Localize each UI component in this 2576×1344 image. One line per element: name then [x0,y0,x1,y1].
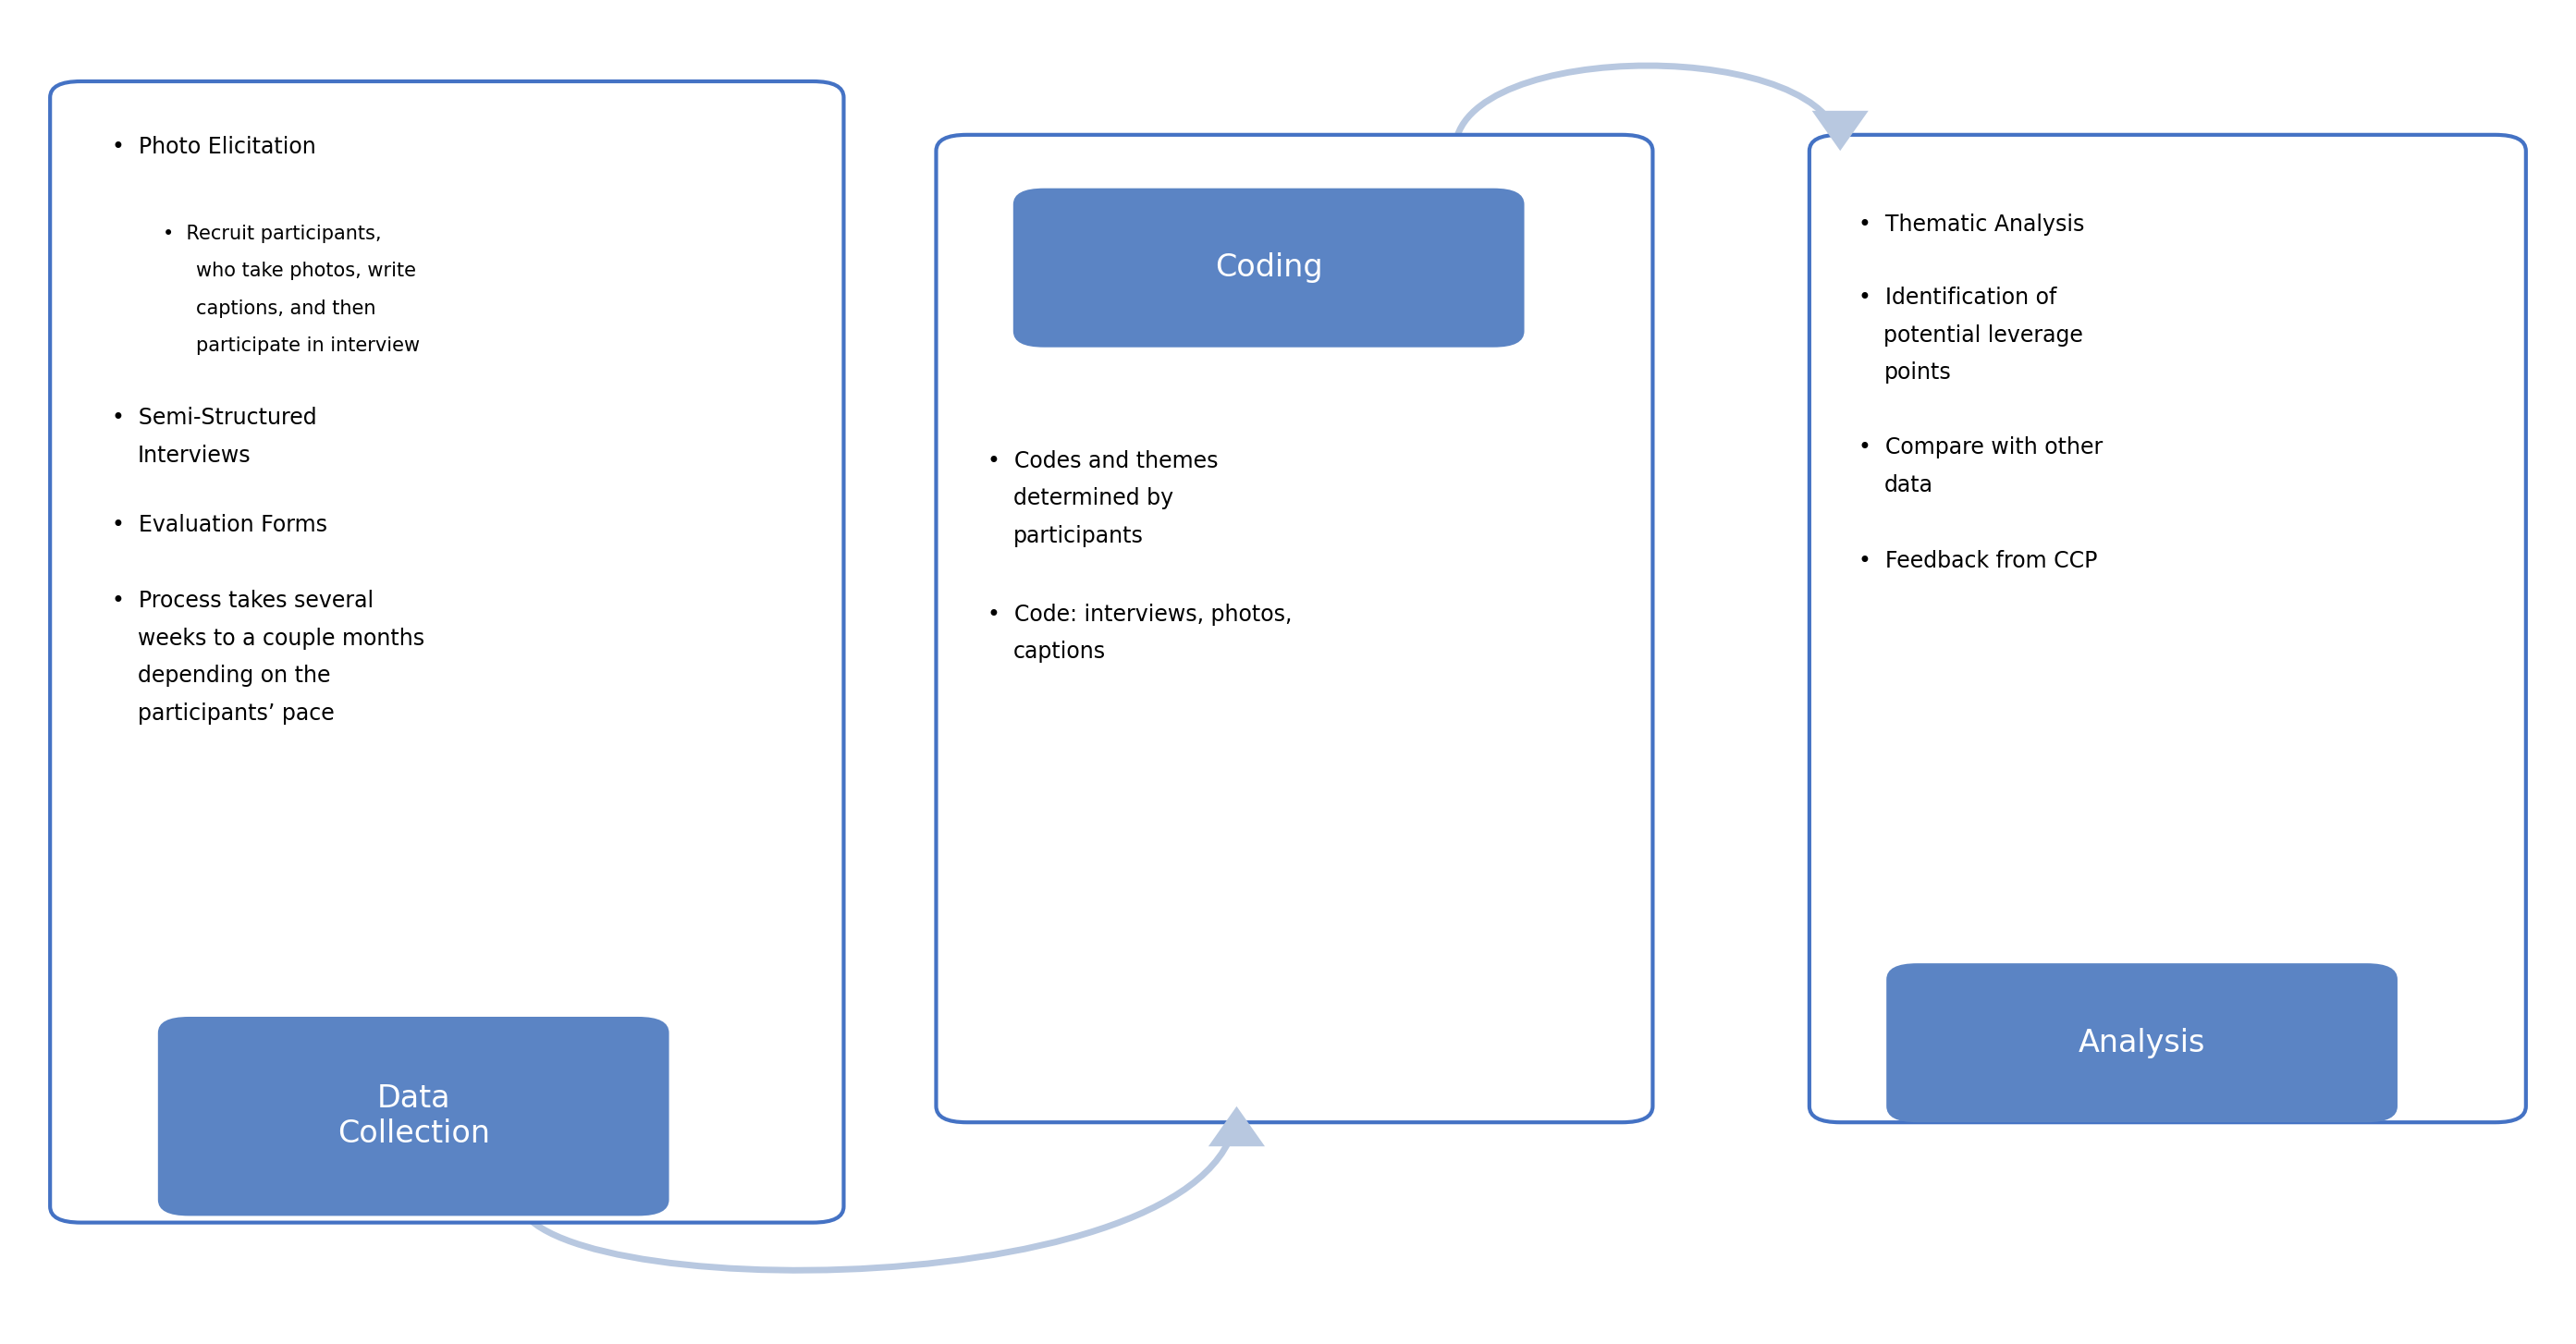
Text: •  Feedback from CCP: • Feedback from CCP [1857,550,2097,573]
Text: who take photos, write: who take photos, write [196,262,417,281]
Text: •  Process takes several: • Process takes several [111,590,374,613]
Text: participants: participants [1012,524,1144,547]
Text: •  Recruit participants,: • Recruit participants, [162,224,381,243]
Text: •  Codes and themes: • Codes and themes [987,450,1218,472]
Text: data: data [1883,474,1932,496]
Text: weeks to a couple months: weeks to a couple months [137,628,425,649]
Text: •  Thematic Analysis: • Thematic Analysis [1857,214,2084,235]
Text: Interviews: Interviews [137,445,250,466]
Text: •  Identification of: • Identification of [1857,286,2056,309]
Text: potential leverage: potential leverage [1883,324,2084,347]
Text: Coding: Coding [1216,253,1321,284]
FancyBboxPatch shape [1808,134,2527,1122]
Text: •  Photo Elicitation: • Photo Elicitation [111,136,317,159]
Polygon shape [1811,110,1868,151]
Text: •  Semi-Structured: • Semi-Structured [111,407,317,429]
Text: depending on the: depending on the [137,665,330,687]
Text: •  Evaluation Forms: • Evaluation Forms [111,513,327,536]
Text: Analysis: Analysis [2079,1028,2205,1058]
Text: participate in interview: participate in interview [196,337,420,355]
Text: captions, and then: captions, and then [196,300,376,317]
FancyBboxPatch shape [1886,964,2398,1122]
FancyBboxPatch shape [1012,188,1525,347]
FancyBboxPatch shape [157,1017,670,1216]
Text: •  Code: interviews, photos,: • Code: interviews, photos, [987,603,1293,625]
Text: captions: captions [1012,641,1105,663]
Text: determined by: determined by [1012,487,1172,509]
FancyBboxPatch shape [935,134,1654,1122]
Text: •  Compare with other: • Compare with other [1857,437,2102,458]
Text: points: points [1883,362,1950,384]
FancyBboxPatch shape [49,82,845,1223]
Polygon shape [1208,1106,1265,1146]
Text: Data
Collection: Data Collection [337,1083,489,1149]
Text: participants’ pace: participants’ pace [137,703,335,724]
